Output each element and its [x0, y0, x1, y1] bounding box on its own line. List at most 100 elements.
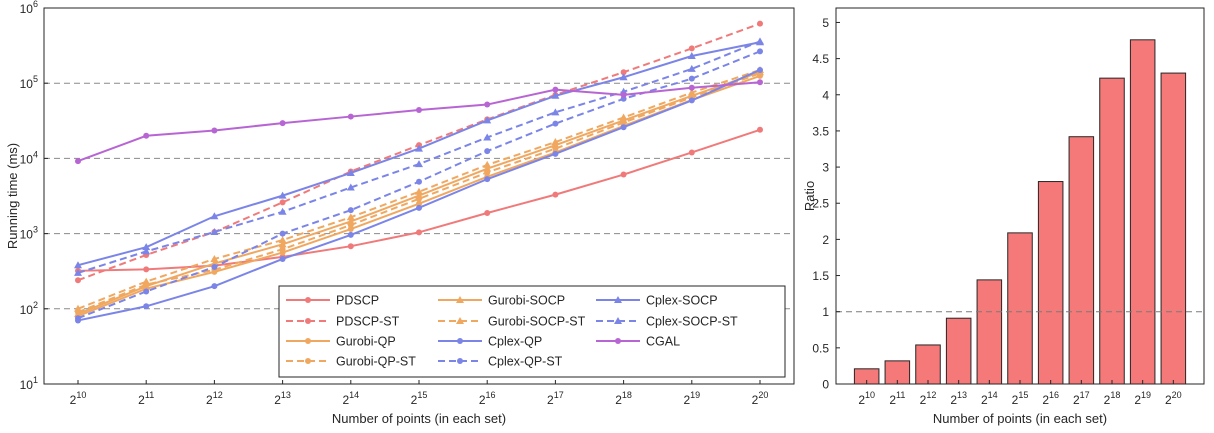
- data-point-cplex-qp: [484, 176, 491, 183]
- series-cplex-qp: [75, 66, 763, 324]
- line-chart-y-tick-label: 103: [20, 225, 38, 242]
- data-point-cplex-socp-st: [346, 183, 355, 191]
- legend-label: Cplex-QP: [488, 335, 542, 349]
- data-point-pdscp: [484, 209, 491, 216]
- legend-marker: [305, 318, 311, 324]
- data-point-cplex-socp-st: [687, 64, 696, 72]
- line-chart-x-tick-label-base: 2: [138, 393, 145, 407]
- bar-chart-x-tick-label-base: 2: [858, 393, 865, 407]
- data-point-cplex-socp: [346, 168, 355, 176]
- legend-marker: [305, 297, 311, 303]
- data-point-cgal: [552, 86, 559, 93]
- legend-marker: [456, 296, 464, 303]
- data-point-pdscp: [552, 191, 559, 198]
- line-chart-y-tick-label-exponent: 3: [33, 225, 38, 235]
- legend-label: Gurobi-SOCP: [488, 294, 565, 308]
- data-point-cgal: [484, 101, 491, 108]
- data-point-cplex-qp-st: [211, 263, 218, 270]
- line-chart-y-tick-label-base: 10: [20, 77, 34, 91]
- bar: [1160, 72, 1187, 385]
- bar-chart-x-tick-label-exponent: 10: [865, 390, 875, 400]
- data-point-cplex-qp-st: [757, 48, 763, 55]
- line-chart-y-tick-label-base: 10: [20, 303, 34, 317]
- bar-chart-x-ticks: 210 211 212 213 214 215 216 217 218 219 220: [858, 380, 1182, 407]
- data-point-gurobi-socp-st: [483, 160, 492, 168]
- bar-chart-x-tick-label-exponent: 12: [926, 390, 936, 400]
- legend-item-gurobi-qp-st: Gurobi-QP-ST: [286, 355, 416, 369]
- bar-chart-y-tick-label: 5: [822, 16, 829, 30]
- data-point-cgal: [416, 107, 422, 114]
- bar-chart-x-tick-label: 220: [1165, 390, 1182, 407]
- legend-item-cplex-qp: Cplex-QP: [438, 335, 542, 349]
- data-point-cgal: [688, 84, 695, 91]
- data-point-cplex-qp: [416, 204, 422, 211]
- legend-item-gurobi-socp-st: Gurobi-SOCP-ST: [438, 315, 586, 329]
- bar-chart-x-tick-label: 213: [950, 390, 967, 407]
- bar-chart-x-tick-label-exponent: 14: [988, 390, 998, 400]
- line-chart-y-tick-label-base: 10: [20, 228, 34, 242]
- bar-chart-x-tick-label: 219: [1134, 390, 1151, 407]
- data-point-gurobi-socp-st: [687, 88, 696, 96]
- legend-label: Cplex-SOCP-ST: [646, 315, 738, 329]
- series-cplex-socp-st: [74, 37, 764, 276]
- bar: [1007, 232, 1033, 385]
- legend-marker: [305, 338, 311, 344]
- data-point-cplex-qp-st: [75, 315, 81, 322]
- line-chart-x-tick-label-exponent: 11: [145, 390, 154, 400]
- legend-item-pdscp: PDSCP: [286, 294, 379, 308]
- bar-chart-x-tick-label-exponent: 20: [1172, 390, 1182, 400]
- data-point-cplex-socp: [551, 91, 560, 99]
- data-point-pdscp-st: [75, 277, 81, 284]
- line-chart-x-tick-label-base: 2: [206, 393, 213, 407]
- data-point-cplex-socp-st: [278, 207, 287, 215]
- bar-chart-x-tick-label-exponent: 19: [1141, 390, 1151, 400]
- data-point-cplex-qp-st: [347, 207, 354, 214]
- data-point-gurobi-qp-st: [279, 246, 286, 253]
- data-point-cplex-socp: [74, 261, 82, 269]
- bar: [1037, 181, 1064, 385]
- data-point-cgal: [347, 113, 354, 120]
- bar-chart-bars: [853, 39, 1187, 385]
- data-point-cplex-qp-st: [552, 120, 559, 127]
- line-chart-x-tick-label-exponent: 15: [417, 390, 427, 400]
- data-point-cplex-qp: [688, 97, 695, 104]
- data-point-gurobi-socp-st: [551, 138, 560, 146]
- bar-chart-x-tick-label: 218: [1104, 390, 1121, 407]
- legend-marker: [614, 317, 622, 324]
- data-point-gurobi-socp-st: [346, 213, 355, 221]
- line-chart-x-tick-label-exponent: 16: [486, 390, 496, 400]
- legend-item-pdscp-st: PDSCP-ST: [286, 315, 400, 329]
- line-chart-x-tick-label: 218: [615, 390, 632, 407]
- line-chart-x-tick-label-exponent: 13: [281, 390, 291, 400]
- data-point-cgal: [620, 91, 627, 98]
- bar-chart-x-tick-label-base: 2: [1012, 393, 1019, 407]
- line-chart-x-tick-label: 220: [752, 390, 769, 407]
- legend-label: Gurobi-QP: [336, 335, 396, 349]
- data-point-cplex-socp: [687, 51, 696, 59]
- bar-chart-x-tick-label-exponent: 11: [896, 390, 905, 400]
- bar-chart-x-tick-label-exponent: 16: [1049, 390, 1059, 400]
- bar-chart-x-axis-label: Number of points (in each set): [933, 411, 1107, 426]
- line-chart-series: [74, 20, 764, 324]
- line-chart-x-tick-label: 213: [274, 390, 291, 407]
- legend-label: Cplex-SOCP: [646, 294, 718, 308]
- legend-item-cgal: CGAL: [596, 335, 680, 349]
- line-chart-x-tick-label-base: 2: [70, 393, 77, 407]
- line-chart-y-tick-label-exponent: 5: [33, 74, 38, 84]
- data-point-pdscp: [416, 229, 422, 236]
- line-chart-x-tick-label-base: 2: [274, 393, 281, 407]
- data-point-gurobi-socp-st: [415, 187, 423, 195]
- line-chart-y-tick-label: 106: [20, 0, 38, 16]
- bar-chart-x-tick-label: 216: [1042, 390, 1059, 407]
- bar-chart-x-tick-label: 211: [889, 390, 905, 407]
- data-point-cplex-qp: [211, 283, 218, 290]
- line-chart-x-tick-label: 212: [206, 390, 223, 407]
- data-point-gurobi-socp-st: [619, 113, 628, 121]
- data-point-gurobi-socp-st: [74, 304, 82, 312]
- data-point-cgal: [757, 79, 763, 86]
- bar-chart-x-tick-label-base: 2: [1165, 393, 1172, 407]
- line-chart-y-tick-label-exponent: 6: [33, 0, 38, 9]
- line-chart-y-tick-label-base: 10: [20, 2, 34, 16]
- line-chart-x-tick-label-base: 2: [752, 393, 759, 407]
- bar-chart-x-tick-label: 212: [920, 390, 937, 407]
